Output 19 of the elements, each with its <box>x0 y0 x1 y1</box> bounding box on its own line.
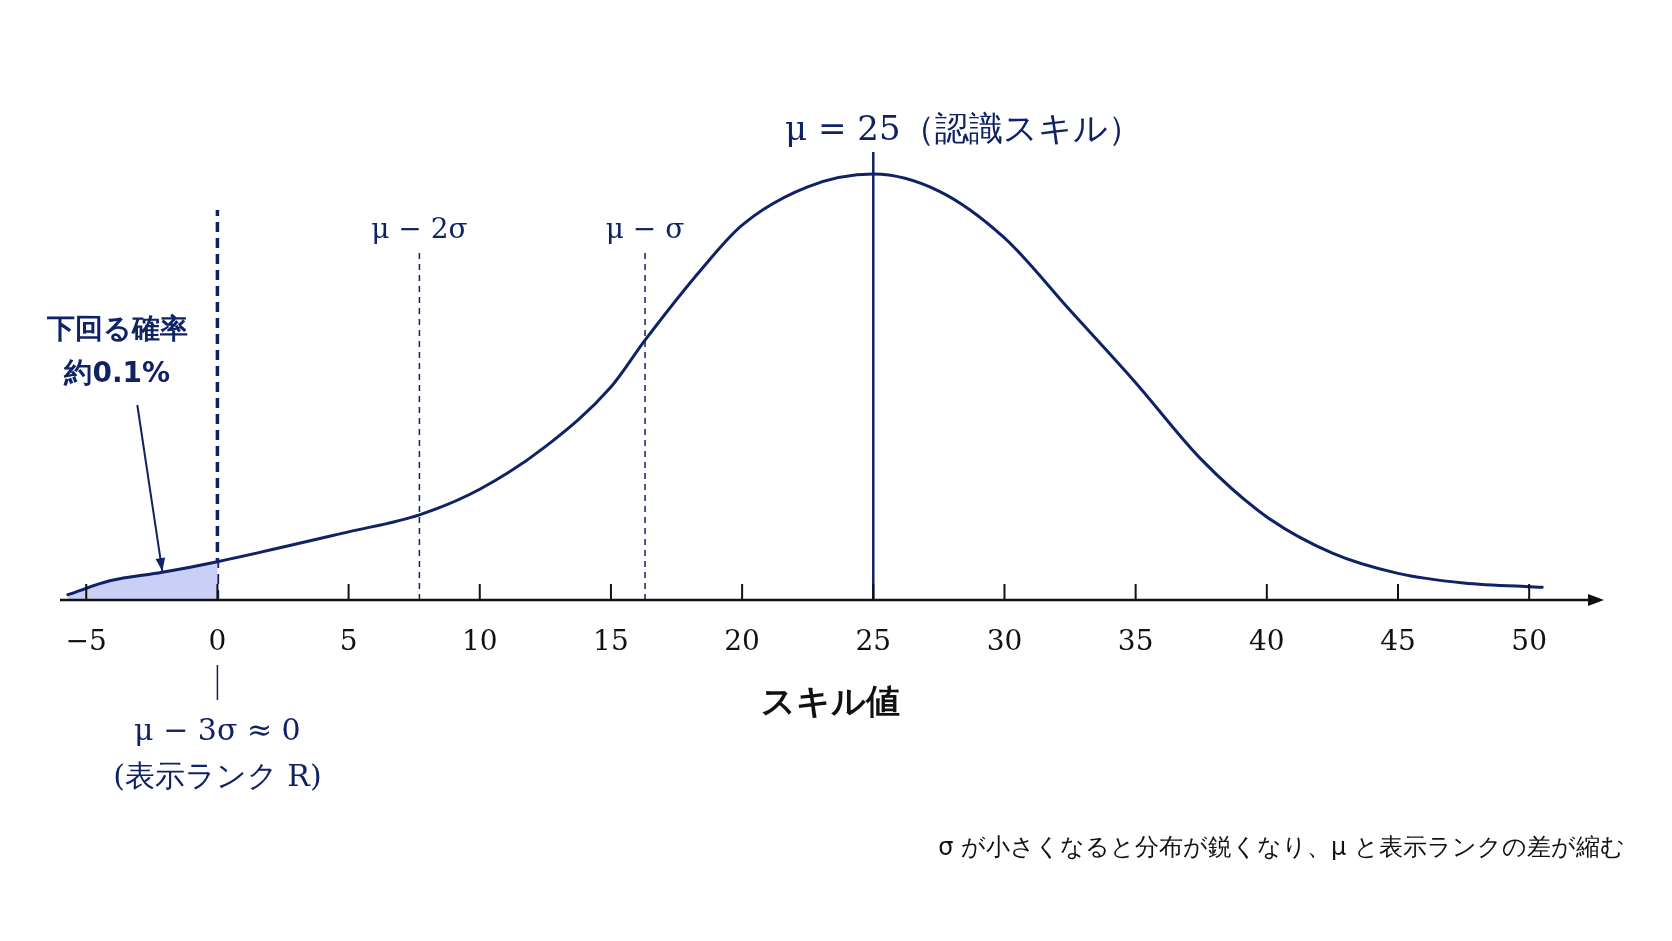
ref-line-label: μ − 3σ ≈ 0 (表示ランク R) <box>113 712 322 793</box>
ref-line-label: μ = 25（認識スキル） <box>785 108 1142 148</box>
x-tick-label: 30 <box>986 624 1023 657</box>
x-tick-label: 5 <box>339 624 358 657</box>
x-tick-label: 0 <box>208 624 227 657</box>
x-tick-label: 15 <box>593 624 629 657</box>
x-tick-label: 40 <box>1248 624 1285 657</box>
x-tick-label: 50 <box>1511 624 1547 657</box>
ref-line-label: μ − 2σ <box>371 212 468 245</box>
x-axis-title: スキル値 <box>760 681 900 721</box>
x-tick-label: 25 <box>855 624 892 657</box>
x-tick-label: 20 <box>724 624 760 657</box>
x-tick-label: 35 <box>1117 624 1154 657</box>
annotation: 下回る確率約0.1% <box>45 312 188 389</box>
x-tick-label: 45 <box>1380 624 1416 657</box>
ref-line-label: μ − σ <box>605 212 685 245</box>
text: σ が小さくなると分布が鋭くなり、μ と表示ランクの差が縮む <box>938 833 1625 861</box>
x-tick-label: −5 <box>65 624 107 657</box>
x-tick-label: 10 <box>461 624 498 657</box>
